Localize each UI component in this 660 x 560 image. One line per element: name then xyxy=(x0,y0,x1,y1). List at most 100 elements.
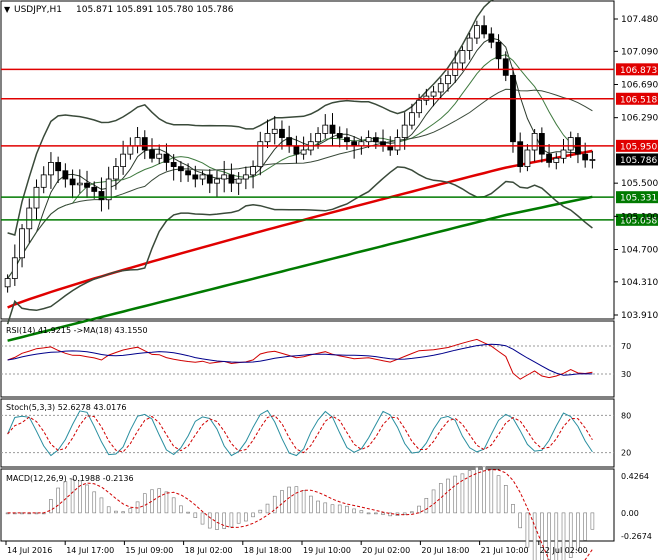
macd-bar xyxy=(532,512,537,560)
candle-body xyxy=(300,149,307,155)
candle-body xyxy=(538,133,545,155)
macd-signal-line xyxy=(7,469,593,560)
candle-body xyxy=(502,58,509,76)
macd-bar xyxy=(272,495,277,514)
candle-body xyxy=(141,137,148,151)
candle-body xyxy=(286,137,293,147)
macd-bar xyxy=(366,512,371,515)
candle-body xyxy=(199,174,206,180)
candle-body xyxy=(372,137,379,143)
price-tick-label: 106.290 xyxy=(621,114,658,124)
candles xyxy=(4,15,596,293)
candle-body xyxy=(329,124,336,134)
level-tag xyxy=(616,139,658,152)
macd-bar xyxy=(568,512,573,558)
candle-body xyxy=(250,166,256,176)
candle-body xyxy=(495,41,502,60)
macd-bar xyxy=(287,486,291,514)
macd-bar xyxy=(460,473,465,514)
macd-bar xyxy=(424,497,429,514)
candle-body xyxy=(488,33,495,43)
rsi-line xyxy=(7,338,593,380)
candle-body xyxy=(344,137,350,143)
price-tick-label: 105.100 xyxy=(621,212,658,222)
macd-bar xyxy=(590,512,595,530)
candle-body xyxy=(105,178,112,201)
time-label: 21 Jul 10:00 xyxy=(481,546,529,555)
rsi-tick-label: 70 xyxy=(621,342,631,351)
macd-bar xyxy=(222,512,226,529)
current-price-tag xyxy=(616,153,658,166)
level-label: 105.950 xyxy=(620,142,657,152)
macd-bar xyxy=(561,512,566,560)
macd-bar xyxy=(157,488,162,514)
macd-bar xyxy=(489,469,494,514)
candle-body xyxy=(62,170,69,180)
candle-body xyxy=(589,159,596,161)
candle-body xyxy=(206,174,213,184)
candle-body xyxy=(214,178,220,184)
horizontal-levels: 106.873 106.518 105.950 105.331 105.058 105.7… xyxy=(1,63,658,226)
axes: 107.480 107.090 106.690 106.290 105.500 105.1… xyxy=(5,15,658,555)
candle-body xyxy=(437,83,444,93)
time-label: 22 Jul 02:00 xyxy=(540,546,588,555)
macd-bar xyxy=(345,505,349,514)
candle-body xyxy=(416,99,423,114)
candle-body xyxy=(235,178,242,184)
candle-body xyxy=(4,278,11,288)
candle-body xyxy=(76,182,83,186)
candle-body xyxy=(19,228,25,259)
candle-body xyxy=(156,153,163,159)
macd-bar xyxy=(85,484,89,514)
stoch-tick-label: 80 xyxy=(621,411,631,420)
macd-bar xyxy=(236,512,241,524)
candle-body xyxy=(315,133,321,143)
ma-fast-line xyxy=(7,37,593,279)
macd-bar xyxy=(525,512,530,548)
macd-title: MACD(12,26,9) -0.1988 -0.2136 xyxy=(6,474,134,483)
stoch-tick-label: 20 xyxy=(621,449,631,458)
candle-body xyxy=(430,91,437,97)
candle-body xyxy=(293,145,300,155)
candle-body xyxy=(163,153,170,163)
macd-bar xyxy=(540,512,544,560)
macd-bar xyxy=(135,501,140,514)
level-label: 106.873 xyxy=(620,66,657,76)
current-price-label: 105.786 xyxy=(620,156,657,166)
candle-body xyxy=(98,191,105,201)
macd-bar xyxy=(56,487,60,514)
time-label: 18 Jul 18:00 xyxy=(244,546,292,555)
level-tag xyxy=(616,63,658,76)
macd-bar xyxy=(186,511,190,514)
macd-bar xyxy=(171,497,176,514)
ma-mid-line xyxy=(7,54,593,279)
candle-body xyxy=(510,74,516,143)
collapse-arrow-icon[interactable]: ▼ xyxy=(4,5,11,14)
macd-bar xyxy=(301,490,306,514)
candle-body xyxy=(26,207,33,230)
candle-body xyxy=(84,182,90,188)
macd-bar xyxy=(200,512,205,525)
macd-bar xyxy=(496,475,501,514)
candle-body xyxy=(134,137,141,147)
bollinger-lower-line xyxy=(6,166,593,325)
bollinger-middle-line xyxy=(7,88,593,279)
macd-bar xyxy=(244,512,248,522)
candle-body xyxy=(185,170,191,176)
macd-bar xyxy=(280,490,284,514)
macd-bar xyxy=(121,511,125,514)
rsi-title: RSI(14) 41.9215 ->MA(18) 43.1550 xyxy=(6,326,148,335)
macd-bar xyxy=(381,512,385,515)
macd-bar xyxy=(388,512,393,517)
macd-bar xyxy=(70,479,75,514)
indicators: 70 30 80 20 0.4264 0.00 -0.2674 xyxy=(1,338,652,560)
bollinger-upper-line xyxy=(7,0,495,236)
macd-bar xyxy=(417,505,421,514)
stoch-title: Stoch(5,3,3) 52.6278 43.0176 xyxy=(6,403,126,412)
macd-bar xyxy=(402,512,407,515)
level-label: 105.058 xyxy=(620,216,657,226)
candle-body xyxy=(336,133,343,138)
candle-body xyxy=(567,137,574,151)
